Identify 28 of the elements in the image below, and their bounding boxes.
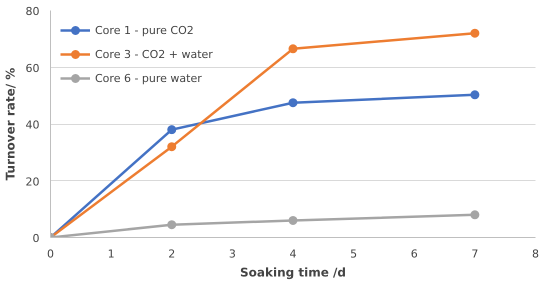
x-axis-title: Soaking time /d bbox=[240, 266, 346, 280]
point bbox=[167, 142, 176, 152]
legend-label: Core 6 - pure water bbox=[95, 72, 202, 84]
y-tick-label: 80 bbox=[26, 5, 40, 18]
legend-label: Core 1 - pure CO2 bbox=[95, 24, 194, 36]
point bbox=[167, 220, 176, 230]
x-tick-label: 8 bbox=[532, 248, 539, 260]
point bbox=[167, 125, 176, 134]
x-tick-label: 2 bbox=[168, 248, 176, 260]
legend-label: Core 3 - CO2 + water bbox=[95, 48, 213, 60]
x-tick-label: 7 bbox=[471, 248, 478, 260]
y-axis-title: Turnover rate/ % bbox=[4, 68, 18, 180]
y-tick-label: 40 bbox=[26, 118, 40, 132]
y-tick-label: 20 bbox=[26, 175, 40, 188]
point bbox=[470, 210, 480, 220]
y-tick-label: 0 bbox=[32, 232, 40, 245]
x-tick-label: 1 bbox=[108, 248, 115, 260]
point bbox=[288, 44, 298, 54]
x-tick-label: 6 bbox=[410, 248, 418, 260]
y-tick-label: 60 bbox=[26, 62, 40, 75]
point bbox=[288, 216, 298, 225]
point bbox=[470, 90, 480, 100]
x-tick-label: 0 bbox=[47, 248, 54, 260]
x-tick-label: 4 bbox=[290, 248, 296, 260]
x-tick-label: 5 bbox=[350, 248, 358, 260]
x-tick-label: 3 bbox=[228, 248, 236, 260]
point bbox=[288, 98, 298, 108]
point bbox=[470, 28, 480, 38]
